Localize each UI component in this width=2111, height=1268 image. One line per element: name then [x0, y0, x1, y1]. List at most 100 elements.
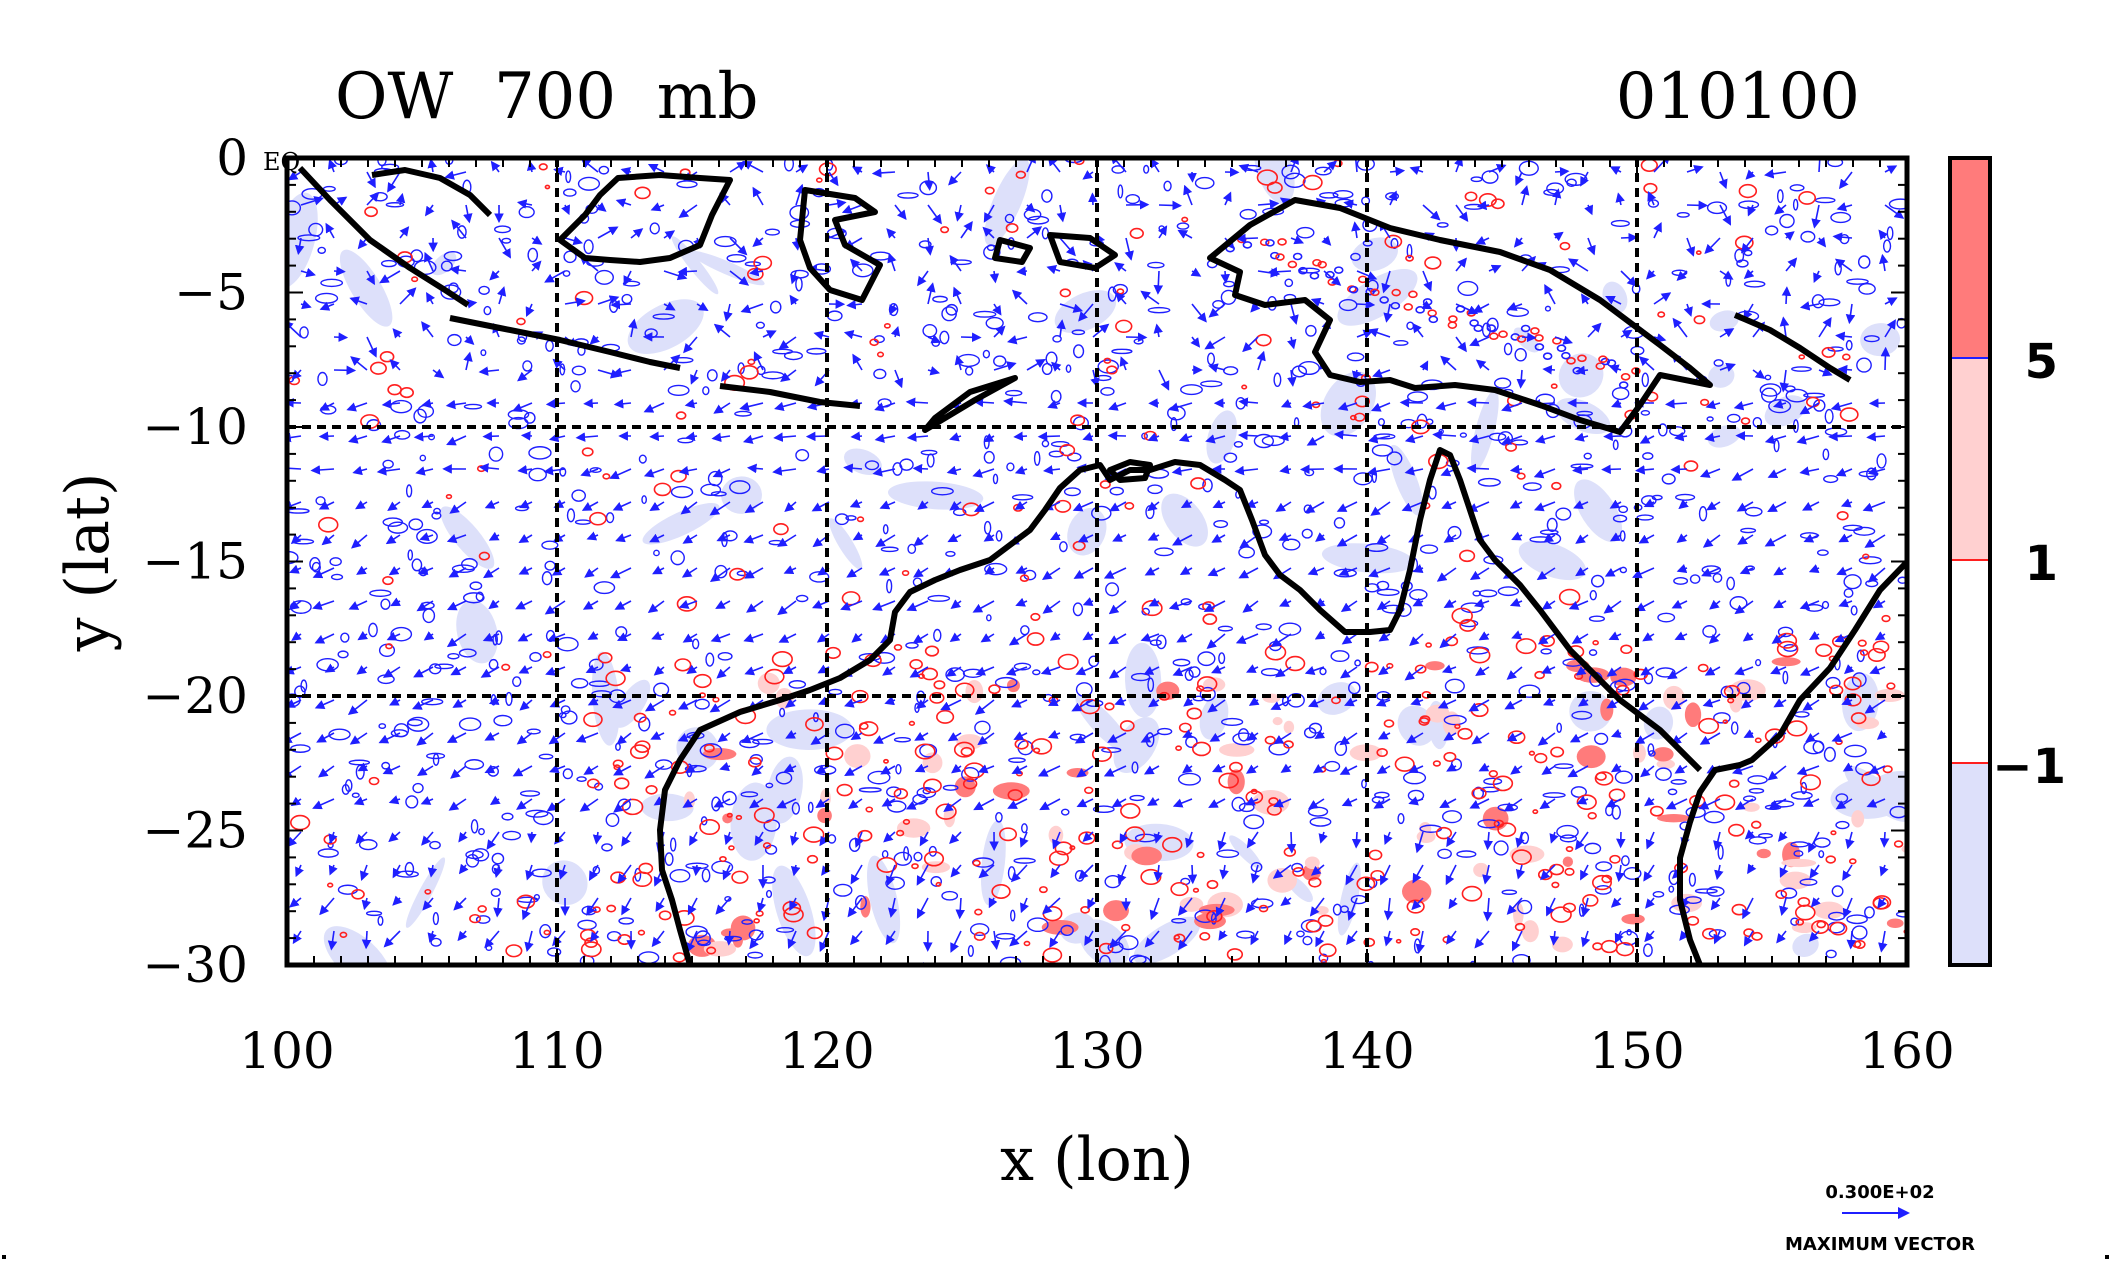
positive-ow-patch	[1657, 814, 1691, 822]
positive-contour	[1913, 916, 1918, 920]
y-tick-label: −15	[142, 533, 248, 591]
wind-vector	[1240, 435, 1258, 436]
positive-ow-patch	[1918, 917, 1933, 937]
positive-ow-patch	[1563, 857, 1573, 867]
vector-key-caption: MAXIMUM VECTOR	[1785, 1234, 1975, 1255]
wind-vector	[1356, 832, 1357, 847]
positive-ow-patch	[1851, 810, 1864, 827]
x-tick-label: 120	[779, 1022, 874, 1080]
colorbar-label: −1	[1992, 739, 2066, 795]
positive-ow-patch	[1653, 747, 1674, 761]
positive-ow-patch	[1510, 846, 1545, 863]
y-tick-label: −30	[142, 936, 248, 994]
positive-ow-patch	[1273, 717, 1283, 725]
wind-vector	[531, 832, 532, 842]
wind-vector	[1672, 469, 1687, 470]
y-tick-label: −25	[142, 802, 248, 860]
wind-vector	[484, 436, 499, 437]
y-tick-label: −10	[142, 398, 248, 456]
positive-ow-patch	[1131, 847, 1162, 866]
wind-vector	[1544, 369, 1555, 370]
positive-ow-patch	[817, 808, 832, 823]
x-tick-label: 110	[509, 1022, 604, 1080]
colorbar-segment-negative	[1950, 763, 1990, 965]
wind-vector	[1158, 271, 1159, 293]
wind-vector	[1357, 304, 1374, 305]
x-tick-label: 100	[239, 1022, 334, 1080]
y-tick-label: 0	[216, 129, 248, 187]
positive-ow-patch	[1284, 721, 1294, 734]
corner-mark	[2105, 1255, 2109, 1259]
y-tick-label: −5	[174, 264, 248, 322]
colorbar-label: 1	[2025, 536, 2058, 592]
positive-ow-patch	[1600, 698, 1613, 720]
positive-ow-patch	[1610, 668, 1636, 687]
wind-vector	[1687, 205, 1707, 206]
colorbar-segment-weak-positive	[1950, 358, 1990, 560]
x-tick-label: 150	[1589, 1022, 1684, 1080]
y-axis-tick-labels: 0 −5 −10 −15 −20 −25 −30	[142, 129, 248, 994]
wind-vector	[1238, 238, 1258, 239]
wind-vector	[1786, 288, 1787, 304]
wind-vector	[1159, 205, 1180, 206]
wind-vector	[914, 468, 928, 469]
colorbar: 5 1 −1	[1950, 158, 2066, 965]
x-axis-label: x (lon)	[1000, 1125, 1194, 1195]
wind-vector	[1621, 237, 1636, 238]
positive-ow-patch	[704, 941, 736, 956]
wind-vector	[334, 337, 347, 338]
wind-vector	[1884, 832, 1885, 846]
wind-vector	[585, 403, 598, 404]
positive-ow-patch	[1927, 882, 1942, 893]
wind-vector	[1015, 436, 1027, 437]
wind-vector	[523, 435, 532, 436]
wind-vector	[651, 436, 664, 437]
positive-ow-patch	[1780, 872, 1812, 890]
positive-ow-patch	[1425, 661, 1444, 670]
wind-vector	[961, 337, 980, 338]
positive-contour	[1932, 834, 1939, 839]
positive-ow-patch	[1757, 849, 1771, 859]
positive-ow-patch	[1552, 937, 1573, 953]
wind-vector	[366, 931, 367, 948]
map-title: OW 700 mb	[335, 60, 758, 134]
wind-vector	[1885, 348, 1886, 370]
vector-key-value: 0.300E+02	[1825, 1182, 1934, 1203]
equator-label: EQ	[263, 148, 300, 176]
positive-ow-patch	[1522, 920, 1539, 942]
wind-vector	[1555, 171, 1568, 172]
positive-ow-patch	[956, 734, 983, 750]
colorbar-segment-strong-positive	[1950, 158, 1990, 358]
wind-vector	[334, 271, 344, 272]
positive-contour	[1916, 651, 1924, 657]
wind-vector	[1225, 271, 1226, 282]
wind-vector	[1603, 469, 1621, 470]
positive-contour	[1927, 655, 1937, 662]
wind-vector	[1291, 832, 1292, 852]
positive-contour	[1926, 876, 1944, 889]
wind-vector	[1830, 436, 1852, 437]
positive-ow-patch	[1103, 900, 1129, 921]
colorbar-segment-neutral	[1950, 560, 1990, 763]
plot-area	[261, 130, 1944, 1001]
wind-vector	[1401, 402, 1423, 403]
x-tick-label: 130	[1049, 1022, 1144, 1080]
wind-vector	[1522, 337, 1535, 338]
positive-ow-patch	[1219, 743, 1254, 757]
positive-ow-patch	[1305, 856, 1320, 869]
vector-key: 0.300E+02 MAXIMUM VECTOR	[1785, 1182, 1975, 1255]
wind-vector	[1468, 402, 1489, 403]
wind-vector	[612, 304, 631, 305]
y-axis-label: y (lat)	[53, 473, 123, 653]
wind-vector	[1468, 468, 1489, 469]
positive-ow-patch	[1887, 918, 1904, 928]
wind-vector	[1839, 369, 1852, 370]
y-tick-label: −20	[142, 667, 248, 725]
colorbar-label: 5	[2025, 334, 2058, 390]
positive-ow-patch	[844, 744, 870, 768]
wind-vector	[1192, 865, 1193, 883]
timestamp-label: 010100	[1616, 60, 1860, 134]
